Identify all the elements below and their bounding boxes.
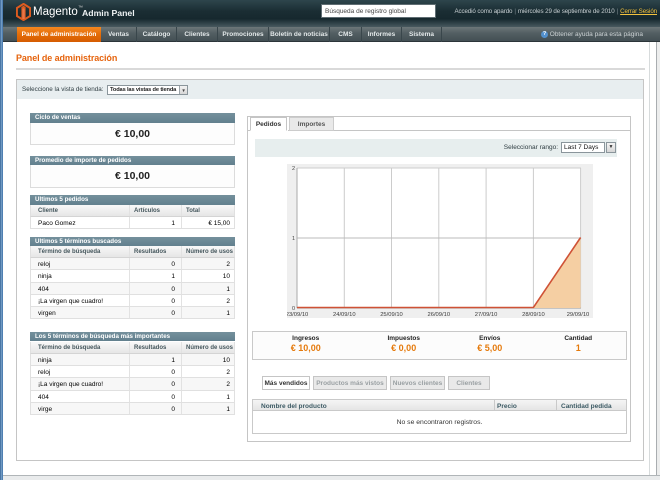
svg-text:29/09/10: 29/09/10	[567, 312, 590, 318]
svg-text:25/09/10: 25/09/10	[380, 312, 403, 318]
svg-text:23/09/10: 23/09/10	[287, 312, 308, 318]
svg-text:24/09/10: 24/09/10	[333, 312, 356, 318]
svg-text:1: 1	[292, 236, 295, 242]
svg-text:28/09/10: 28/09/10	[522, 312, 545, 318]
svg-text:0: 0	[292, 306, 295, 312]
svg-text:2: 2	[292, 166, 295, 172]
svg-text:26/09/10: 26/09/10	[428, 312, 451, 318]
svg-text:27/09/10: 27/09/10	[475, 312, 498, 318]
